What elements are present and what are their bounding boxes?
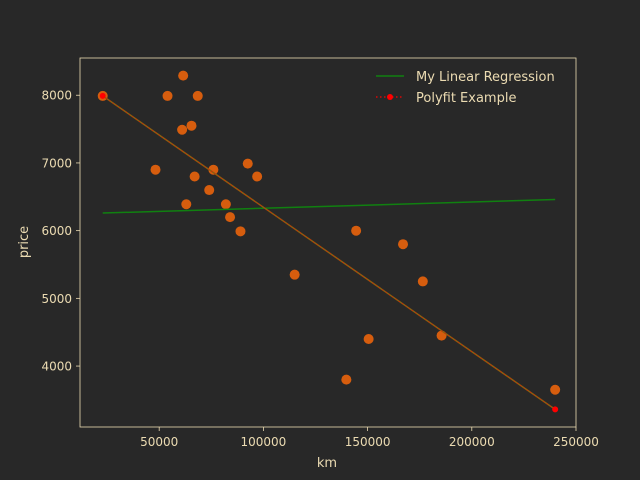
scatter-point bbox=[162, 90, 173, 101]
scatter-point bbox=[192, 90, 203, 101]
scatter-point bbox=[189, 171, 200, 182]
axes-frame bbox=[79, 57, 577, 428]
scatter-point bbox=[177, 124, 188, 135]
polyfit-marker bbox=[99, 92, 106, 99]
y-tick-label: 4000 bbox=[41, 360, 72, 374]
scatter-point bbox=[341, 374, 352, 385]
y-axis-label: price bbox=[17, 226, 32, 258]
scatter-point bbox=[550, 384, 561, 395]
x-tick-label: 100000 bbox=[240, 435, 286, 449]
legend-marker-polyfit bbox=[387, 94, 393, 100]
x-tick-label: 250000 bbox=[553, 435, 599, 449]
scatter-point bbox=[204, 185, 215, 196]
polyfit-marker bbox=[552, 406, 559, 413]
scatter-point bbox=[225, 212, 236, 223]
scatter-point bbox=[351, 225, 362, 236]
scatter-point bbox=[186, 120, 197, 131]
scatter-point bbox=[252, 171, 263, 182]
scatter-point bbox=[235, 226, 246, 237]
scatter-point bbox=[150, 164, 161, 175]
legend-label: My Linear Regression bbox=[416, 70, 555, 85]
scatter-point bbox=[289, 269, 300, 280]
legend: My Linear Regression Polyfit Example bbox=[376, 70, 555, 106]
scatter-point bbox=[417, 276, 428, 287]
linear-regression-line bbox=[102, 198, 556, 214]
y-tick-label: 5000 bbox=[41, 292, 72, 306]
y-tick-label: 6000 bbox=[41, 224, 72, 238]
x-tick-label: 200000 bbox=[449, 435, 495, 449]
scatter-point bbox=[398, 239, 409, 250]
legend-label: Polyfit Example bbox=[416, 91, 516, 106]
scatter-point bbox=[181, 199, 192, 210]
x-axis-label: km bbox=[317, 456, 337, 471]
axes: 50000 100000 150000 200000 250000 4000 5000 600… bbox=[41, 57, 599, 449]
scatter-point bbox=[436, 330, 447, 341]
scatter-point bbox=[220, 199, 231, 210]
polyfit-line bbox=[102, 95, 556, 411]
x-tick-label: 150000 bbox=[345, 435, 391, 449]
y-tick-label: 8000 bbox=[41, 89, 72, 103]
scatter-point bbox=[242, 158, 253, 169]
scatter-point bbox=[208, 164, 219, 175]
plot-area bbox=[97, 70, 561, 413]
y-tick-label: 7000 bbox=[41, 156, 72, 170]
x-tick-label: 50000 bbox=[140, 435, 178, 449]
scatter-point bbox=[178, 70, 189, 81]
scatter-point bbox=[363, 333, 374, 344]
